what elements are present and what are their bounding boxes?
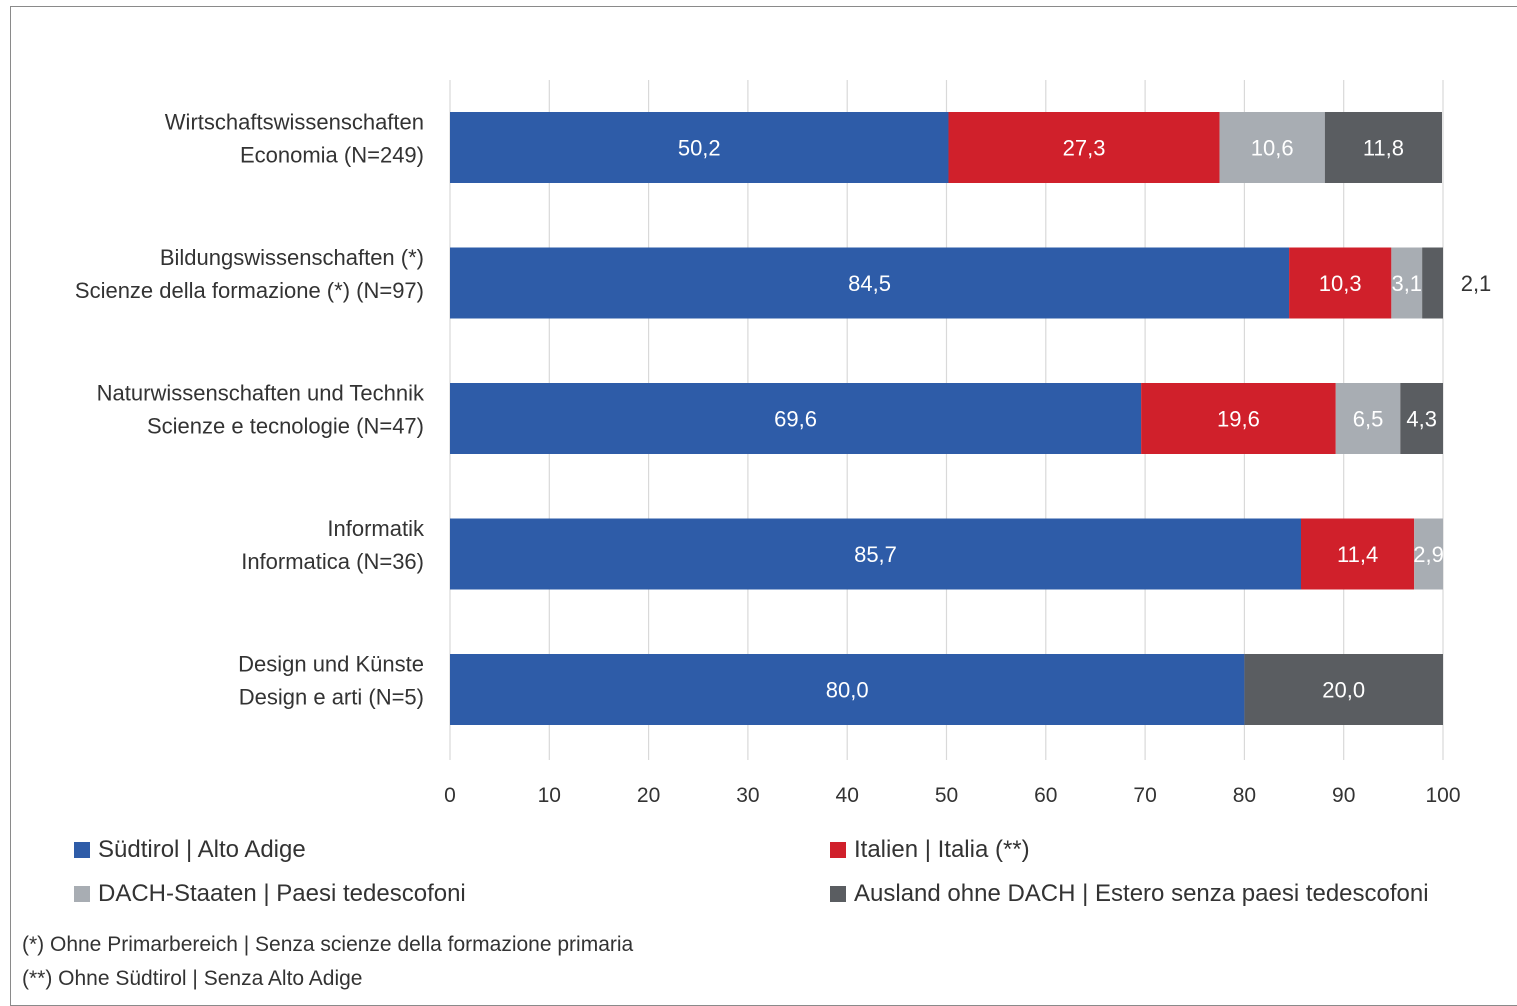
category-label: Scienze e tecnologie (N=47) <box>147 414 424 439</box>
footnote-primarbereich: (*) Ohne Primarbereich | Senza scienze d… <box>22 933 634 956</box>
category-label: Design und Künste <box>238 652 424 677</box>
category-label: Naturwissenschaften und Technik <box>97 381 425 406</box>
category-label: Informatica (N=36) <box>241 549 424 574</box>
x-tick-label: 80 <box>1233 784 1256 807</box>
bar-segment <box>1324 112 1443 183</box>
footnote-suedtirol: (**) Ohne Südtirol | Senza Alto Adige <box>22 967 363 990</box>
data-label: 85,7 <box>854 542 897 567</box>
bar-segment <box>450 383 1142 454</box>
x-tick-label: 90 <box>1332 784 1355 807</box>
bar-segment <box>1400 383 1443 454</box>
data-label: 69,6 <box>774 407 817 432</box>
x-tick-label: 100 <box>1425 784 1460 807</box>
x-tick-label: 60 <box>1034 784 1057 807</box>
bar-segment <box>450 518 1302 590</box>
legend-label: Südtirol | Alto Adige <box>98 836 306 863</box>
x-tick-label: 20 <box>637 784 660 807</box>
data-label: 11,8 <box>1363 136 1404 161</box>
category-label: Informatik <box>327 516 425 541</box>
legend-swatch <box>74 842 90 858</box>
data-label: 19,6 <box>1217 407 1260 432</box>
x-tick-label: 40 <box>836 784 859 807</box>
x-tick-label: 0 <box>444 784 456 807</box>
data-label: 2,1 <box>1461 271 1492 296</box>
category-label: Bildungswissenschaften (*) <box>160 245 424 270</box>
legend-item-italien: Italien | Italia (**) <box>830 836 1030 864</box>
category-label: Economia (N=249) <box>240 143 424 168</box>
legend-swatch <box>830 842 846 858</box>
legend-item-dach: DACH-Staaten | Paesi tedescofoni <box>74 880 466 908</box>
x-tick-label: 10 <box>538 784 561 807</box>
legend-item-ausland: Ausland ohne DACH | Estero senza paesi t… <box>830 880 1429 908</box>
bar-segment <box>1219 112 1325 183</box>
x-tick-label: 70 <box>1133 784 1156 807</box>
data-label: 11,4 <box>1337 542 1378 567</box>
bar-segment <box>1141 383 1336 454</box>
bar-segment <box>1422 247 1443 319</box>
bar-segment <box>450 654 1245 725</box>
data-label: 6,5 <box>1353 407 1384 432</box>
x-tick-label: 50 <box>935 784 958 807</box>
category-label: Wirtschaftswissenschaften <box>165 110 424 135</box>
bar-segment <box>1414 518 1443 590</box>
bar-segment <box>1289 247 1392 319</box>
legend-item-suedtirol: Südtirol | Alto Adige <box>74 836 306 864</box>
legend-swatch <box>74 886 90 902</box>
data-label: 84,5 <box>848 271 891 296</box>
data-label: 27,3 <box>1063 136 1106 161</box>
bar-segment <box>1301 518 1415 590</box>
bar-segment <box>450 112 949 183</box>
category-label: Scienze della formazione (*) (N=97) <box>75 278 424 303</box>
legend-label: Italien | Italia (**) <box>854 836 1030 863</box>
bar-segment <box>1335 383 1401 454</box>
data-label: 3,1 <box>1391 271 1422 296</box>
data-label: 4,3 <box>1406 407 1437 432</box>
data-label: 20,0 <box>1322 678 1365 703</box>
data-label: 10,6 <box>1251 136 1294 161</box>
bar-segment <box>450 247 1290 319</box>
category-label: Design e arti (N=5) <box>239 685 424 710</box>
data-label: 50,2 <box>678 136 721 161</box>
legend-label: Ausland ohne DACH | Estero senza paesi t… <box>854 880 1429 907</box>
bar-segment <box>948 112 1220 183</box>
legend-swatch <box>830 886 846 902</box>
bar-segment <box>1244 654 1443 725</box>
bar-segment <box>1391 247 1423 319</box>
data-label: 10,3 <box>1319 271 1362 296</box>
data-label: 2,9 <box>1413 542 1444 567</box>
data-label: 80,0 <box>826 678 869 703</box>
x-tick-label: 30 <box>736 784 759 807</box>
legend-label: DACH-Staaten | Paesi tedescofoni <box>98 880 466 907</box>
